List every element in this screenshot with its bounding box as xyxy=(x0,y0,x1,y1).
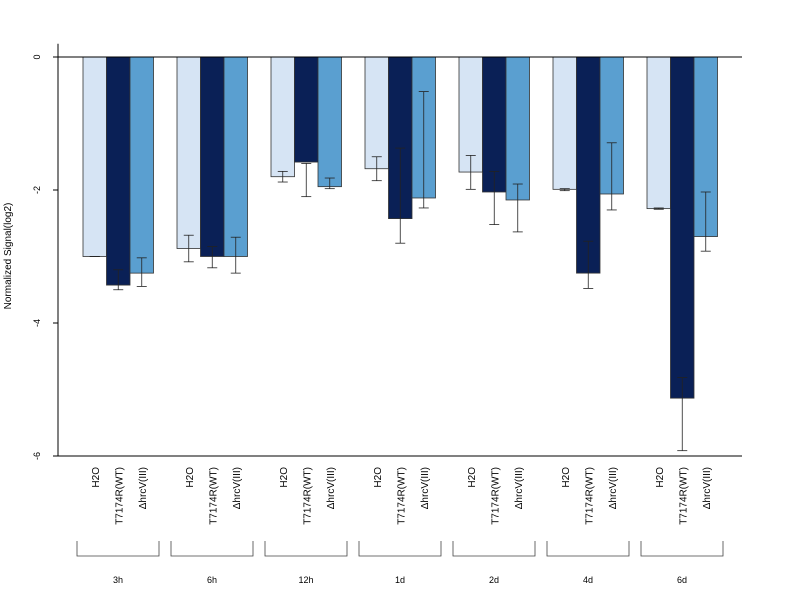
category-label: T7174R(WT) xyxy=(678,467,689,525)
bar-6h-1 xyxy=(200,56,225,257)
bar-2d-2 xyxy=(505,56,530,201)
category-label: H2O xyxy=(373,467,384,488)
group-bracket xyxy=(170,541,254,557)
bar-6d-1 xyxy=(670,56,695,399)
y-tick-label: -2 xyxy=(32,186,42,194)
bar-12h-0 xyxy=(270,56,295,178)
category-label: ΔhrcV(III) xyxy=(232,467,243,509)
group-label: 1d xyxy=(395,575,405,585)
category-label: H2O xyxy=(185,467,196,488)
category-label: ΔhrcV(III) xyxy=(326,467,337,509)
bar-12h-1 xyxy=(294,56,319,163)
group-bracket xyxy=(358,541,442,557)
group-label: 2d xyxy=(489,575,499,585)
category-label: ΔhrcV(III) xyxy=(702,467,713,509)
bar-6h-2 xyxy=(223,56,248,257)
group-bracket xyxy=(76,541,160,557)
bar-6d-0 xyxy=(646,56,671,210)
group-bracket xyxy=(546,541,630,557)
category-label: ΔhrcV(III) xyxy=(138,467,149,509)
category-label: T7174R(WT) xyxy=(208,467,219,525)
category-label: T7174R(WT) xyxy=(396,467,407,525)
bar-12h-2 xyxy=(317,56,342,188)
bar-6h-0 xyxy=(176,56,201,249)
y-axis-label: Normalized Signal(log2) xyxy=(3,203,14,310)
category-label: ΔhrcV(III) xyxy=(514,467,525,509)
bar-4d-0 xyxy=(552,56,577,190)
bar-1d-0 xyxy=(364,56,389,170)
category-label: T7174R(WT) xyxy=(302,467,313,525)
y-tick-label: -6 xyxy=(32,452,42,460)
category-label: H2O xyxy=(91,467,102,488)
group-bracket xyxy=(640,541,724,557)
group-label: 12h xyxy=(298,575,313,585)
y-tick-label: -4 xyxy=(32,319,42,327)
group-label: 4d xyxy=(583,575,593,585)
axes: 0 -2 -4 -6 xyxy=(32,43,742,460)
bar-4d-1 xyxy=(576,56,601,274)
labels: H2O T7174R(WT) ΔhrcV(III) 3h H2O T7174R(WT) Δh… xyxy=(76,467,724,585)
category-label: T7174R(WT) xyxy=(114,467,125,525)
category-label: ΔhrcV(III) xyxy=(608,467,619,509)
category-label: T7174R(WT) xyxy=(584,467,595,525)
group-bracket xyxy=(452,541,536,557)
group-label: 6d xyxy=(677,575,687,585)
bars xyxy=(82,56,718,399)
error-bars xyxy=(89,91,711,452)
category-label: H2O xyxy=(561,467,572,488)
category-label: T7174R(WT) xyxy=(490,467,501,525)
bar-3h-0 xyxy=(82,56,107,257)
bar-3h-1 xyxy=(106,56,131,286)
bar-2d-0 xyxy=(458,56,483,173)
category-label: ΔhrcV(III) xyxy=(420,467,431,509)
category-label: H2O xyxy=(279,467,290,488)
group-label: 6h xyxy=(207,575,217,585)
category-label: H2O xyxy=(655,467,666,488)
bar-3h-2 xyxy=(129,56,154,274)
y-tick-label: 0 xyxy=(32,54,42,59)
group-bracket xyxy=(264,541,348,557)
category-label: H2O xyxy=(467,467,478,488)
group-label: 3h xyxy=(113,575,123,585)
